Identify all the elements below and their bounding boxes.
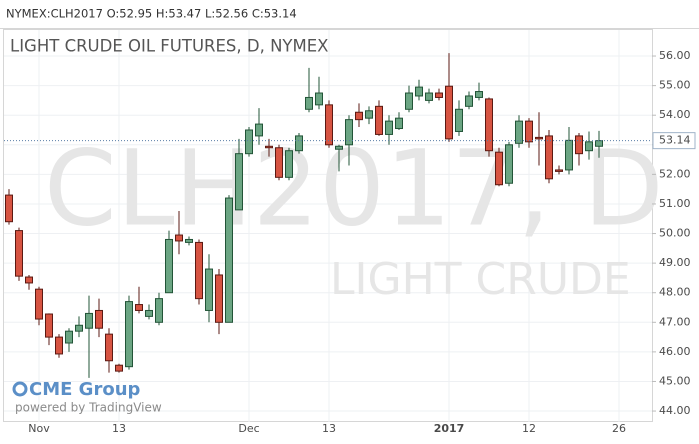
- candle-body: [225, 197, 233, 323]
- last-price-label: 53.14: [659, 134, 691, 147]
- x-tick-label: 13: [112, 422, 126, 435]
- y-tick-label: 48.00: [659, 286, 691, 299]
- candle-body: [525, 120, 533, 143]
- candle-body: [295, 135, 303, 152]
- candle-body: [245, 129, 253, 155]
- candle-body: [505, 144, 513, 184]
- y-tick-label: 46.00: [659, 345, 691, 358]
- y-tick-label: 50.00: [659, 227, 691, 240]
- y-tick-label: 52.00: [659, 167, 691, 180]
- candle-body: [315, 92, 323, 106]
- candle-body: [355, 111, 363, 121]
- candle-body: [325, 104, 333, 146]
- x-tick-label: Nov: [28, 422, 50, 435]
- y-tick-label: 44.00: [659, 404, 691, 417]
- candle-body: [565, 139, 573, 171]
- symbol-header: NYMEX:CLH2017 O:52.95 H:53.47 L:52.56 C:…: [6, 7, 297, 21]
- credit: powered by TradingView: [15, 401, 162, 415]
- candle-body: [405, 92, 413, 110]
- logo-icon: [12, 381, 28, 397]
- candle-body: [205, 268, 213, 311]
- y-tick-label: 47.00: [659, 315, 691, 328]
- candle-body: [215, 274, 223, 323]
- watermark: CLH2017, D: [44, 127, 664, 249]
- candle-body: [15, 230, 23, 277]
- candle-body: [185, 238, 193, 243]
- x-tick-label: 12: [522, 422, 536, 435]
- last-price-box: [652, 132, 696, 150]
- candle-body: [55, 336, 63, 355]
- y-tick-label: 49.00: [659, 256, 691, 269]
- candle-body: [255, 123, 263, 137]
- candle-body: [265, 145, 273, 149]
- candle-body: [5, 194, 13, 223]
- candle-body: [175, 234, 183, 242]
- candle-body: [585, 141, 593, 152]
- candle-body: [395, 117, 403, 130]
- candle-body: [345, 119, 353, 146]
- candle-body: [195, 241, 203, 300]
- candle-body: [435, 92, 443, 98]
- logo: CME Group: [29, 379, 141, 400]
- candle-body: [375, 105, 383, 135]
- candle-body: [65, 330, 73, 344]
- y-tick-label: 56.00: [659, 49, 691, 62]
- y-tick-label: 51.00: [659, 197, 691, 210]
- candle-body: [155, 298, 163, 323]
- watermark-subtitle: LIGHT CRUDE: [330, 254, 631, 305]
- candle-body: [115, 364, 123, 372]
- candle-body: [95, 309, 103, 329]
- candle-body: [455, 108, 463, 132]
- grid: [4, 30, 652, 422]
- candle-body: [495, 151, 503, 186]
- candle-body: [165, 238, 173, 294]
- candle-body: [275, 147, 283, 178]
- candle-body: [545, 135, 553, 180]
- candle-body: [25, 276, 33, 284]
- plot-frame: [3, 29, 653, 422]
- candle-body: [335, 145, 343, 150]
- x-tick-label: 26: [612, 422, 626, 435]
- candle-body: [555, 169, 563, 172]
- candle-body: [465, 95, 473, 107]
- candle-body: [135, 304, 143, 311]
- candle-body: [415, 86, 423, 97]
- candle-body: [105, 333, 113, 362]
- candle-body: [515, 120, 523, 144]
- candle-body: [125, 301, 133, 368]
- candle-body: [75, 324, 83, 332]
- y-tick-label: 54.00: [659, 108, 691, 121]
- candle-body: [35, 288, 43, 320]
- candle-body: [145, 309, 153, 317]
- x-tick-label: Dec: [238, 422, 259, 435]
- x-tick-label: 2017: [434, 422, 465, 435]
- candle-body: [575, 135, 583, 155]
- candle-body: [445, 85, 453, 140]
- candle-body: [85, 312, 93, 329]
- chart-title: LIGHT CRUDE OIL FUTURES, D, NYMEX: [10, 37, 328, 56]
- candle-body: [285, 150, 293, 178]
- candle-body: [235, 153, 243, 211]
- candle-body: [425, 92, 433, 101]
- x-tick-label: 13: [322, 422, 336, 435]
- candle-body: [475, 91, 483, 98]
- y-tick-label: 45.00: [659, 374, 691, 387]
- candle-body: [385, 120, 393, 135]
- candle-body: [365, 110, 373, 119]
- candle-body: [535, 136, 543, 140]
- y-tick-label: 55.00: [659, 79, 691, 92]
- candle-body: [485, 98, 493, 152]
- candle-body: [595, 140, 603, 147]
- candle-body: [305, 96, 313, 110]
- candle-body: [45, 313, 53, 338]
